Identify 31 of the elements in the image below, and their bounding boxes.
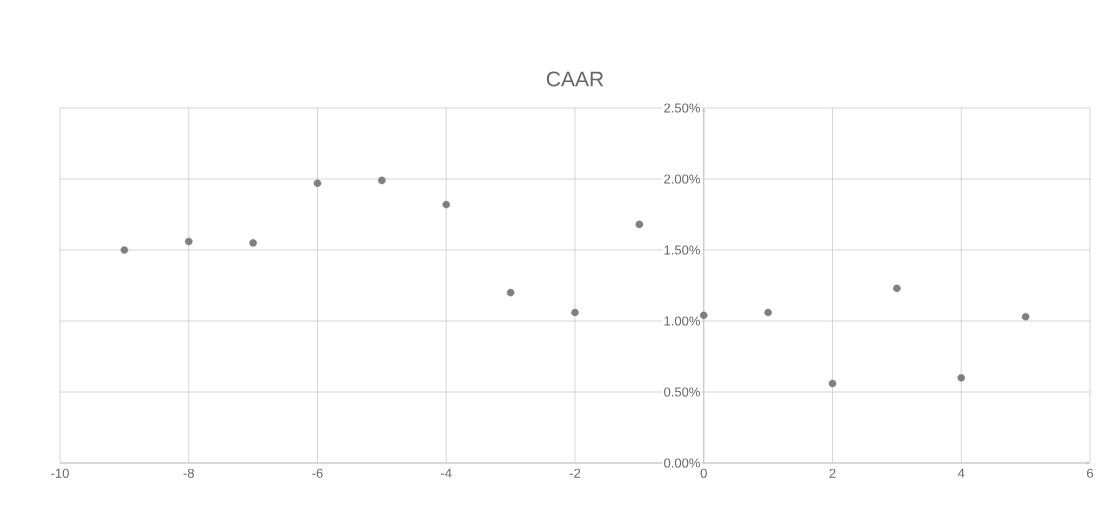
point [571, 308, 579, 317]
x-tick-label: -2 [569, 468, 581, 478]
x-tick-label: -8 [183, 468, 194, 478]
x-tick-label: 6 [1087, 468, 1094, 478]
point [442, 200, 451, 209]
y-tick-label: 2.50% [664, 103, 700, 113]
x-tick-label: -4 [441, 468, 452, 478]
point [313, 179, 322, 188]
x-tick-label: 0 [700, 468, 707, 478]
point [635, 220, 644, 229]
y-tick-label: 1.50% [664, 245, 700, 255]
point [893, 284, 901, 293]
point [506, 288, 515, 297]
point [957, 374, 966, 382]
point [120, 246, 129, 254]
x-tick-label: 4 [957, 468, 965, 478]
point [828, 379, 837, 388]
point [699, 311, 708, 320]
y-tick-label: 0.50% [664, 387, 700, 397]
x-tick-label: -10 [51, 468, 69, 478]
y-tick-label: 0.00% [664, 458, 700, 468]
x-tick-label: 2 [829, 468, 836, 478]
chart-title: CAAR [546, 71, 604, 87]
point [378, 176, 386, 185]
x-tick-label: -6 [312, 468, 323, 478]
point [184, 237, 193, 246]
point [249, 239, 257, 247]
y-tick-label: 1.00% [664, 316, 700, 326]
point [1021, 312, 1030, 321]
y-tick-label: 2.00% [664, 174, 700, 184]
point [764, 308, 772, 317]
